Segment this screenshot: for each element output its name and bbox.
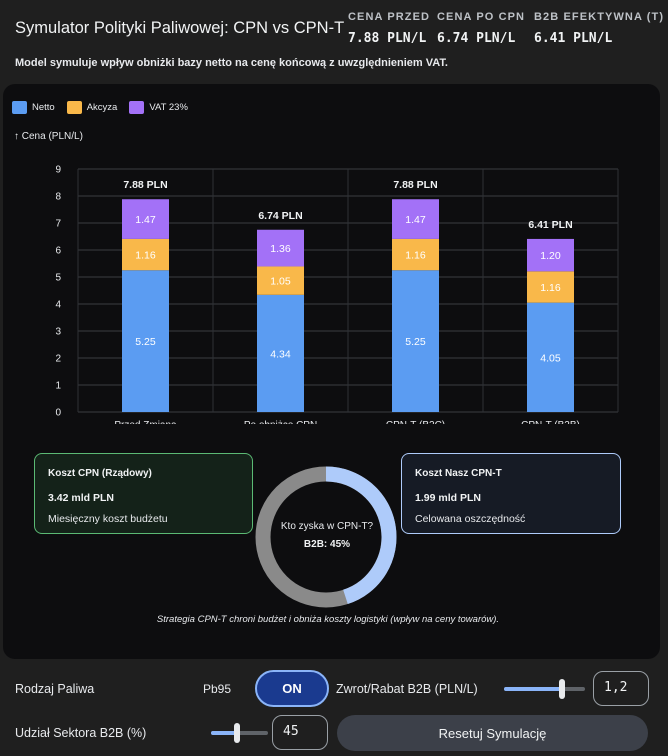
card-cpnt-cost: Koszt Nasz CPN-T 1.99 mld PLN Celowana o… bbox=[401, 453, 621, 534]
bar-total-label: 6.41 PLN bbox=[528, 219, 572, 231]
bar-segment bbox=[257, 266, 304, 295]
card-description: Celowana oszczędność bbox=[415, 513, 526, 525]
legend-label: Akcyza bbox=[86, 102, 118, 113]
bar-segment-label: 1.16 bbox=[135, 250, 156, 262]
bar-segment-label: 1.47 bbox=[405, 214, 426, 226]
y-tick-label: 3 bbox=[55, 327, 61, 338]
bar-segment-label: 4.05 bbox=[540, 352, 561, 364]
page-subtitle: Model symuluje wpływ obniżki bazy netto … bbox=[15, 57, 448, 69]
donut-question: Kto zyska w CPN-T? bbox=[280, 521, 374, 532]
x-tick-label: Po obniżce CPN bbox=[244, 420, 317, 431]
bar-total-label: 6.74 PLN bbox=[258, 210, 302, 222]
fuel-type-label: Rodzaj Paliwa bbox=[15, 682, 95, 696]
bar-segment bbox=[392, 238, 439, 271]
bar-segment bbox=[392, 199, 439, 239]
bar-segment bbox=[122, 238, 169, 271]
legend-swatch bbox=[66, 101, 82, 114]
bar-segment-label: 1.36 bbox=[270, 243, 291, 255]
bar-segment bbox=[527, 271, 574, 303]
stat-price-before: CENA PRZED 7.88 PLN/L bbox=[348, 11, 430, 46]
fuel-option-label: Pb95 bbox=[203, 682, 232, 696]
stat-value: 6.41 PLN/L bbox=[534, 31, 613, 46]
y-axis-title: ↑ Cena (PLN/L) bbox=[14, 131, 83, 142]
strategy-note: Strategia CPN-T chroni budżet i obniża k… bbox=[156, 614, 500, 625]
stat-label: B2B EFEKTYWNA (T) bbox=[534, 11, 665, 23]
bar-segment-label: 1.20 bbox=[540, 250, 561, 262]
y-tick-label: 9 bbox=[55, 165, 61, 176]
chart-panel: Netto Akcyza VAT 23% ↑ Cena (PLN/L) 0 1 2 3… bbox=[3, 84, 660, 659]
bar-segment bbox=[527, 302, 574, 412]
stat-label: CENA PRZED bbox=[348, 11, 431, 23]
y-tick-label: 8 bbox=[55, 192, 61, 203]
slider-thumb[interactable] bbox=[233, 723, 240, 743]
bar-segment bbox=[257, 229, 304, 267]
stat-price-after-cpn: CENA PO CPN 6.74 PLN/L bbox=[437, 11, 525, 46]
bar-segment-label: 4.34 bbox=[270, 348, 291, 360]
page-title: Symulator Polityki Paliwowej: CPN vs CPN… bbox=[15, 19, 345, 37]
slider-fill bbox=[504, 687, 563, 691]
bar-segment-label: 1.16 bbox=[405, 250, 426, 262]
chart-legend: Netto Akcyza VAT 23% bbox=[12, 101, 188, 114]
bar-segment-label: 5.25 bbox=[135, 336, 156, 348]
legend-label: VAT 23% bbox=[149, 102, 188, 113]
card-value: 1.99 mld PLN bbox=[415, 492, 481, 504]
bar-segment-label: 1.47 bbox=[135, 214, 156, 226]
bar-segment bbox=[257, 294, 304, 412]
legend-item-akcyza: Akcyza bbox=[66, 101, 118, 114]
y-tick-label: 5 bbox=[55, 273, 61, 284]
rebate-slider[interactable] bbox=[504, 679, 585, 699]
y-tick-label: 2 bbox=[55, 354, 61, 365]
x-tick-label: CPN-T (B2B) bbox=[521, 420, 580, 431]
legend-item-netto: Netto bbox=[12, 101, 55, 114]
legend-item-vat: VAT 23% bbox=[129, 101, 188, 114]
card-description: Miesięczny koszt budżetu bbox=[48, 513, 168, 525]
donut-value: B2B: 45% bbox=[303, 539, 351, 550]
card-title: Koszt Nasz CPN-T bbox=[415, 468, 502, 479]
y-tick-label: 4 bbox=[55, 300, 61, 311]
y-tick-label: 0 bbox=[55, 408, 61, 419]
rebate-input[interactable]: 1,2 bbox=[593, 671, 649, 706]
stat-label: CENA PO CPN bbox=[437, 11, 526, 23]
legend-swatch bbox=[12, 101, 27, 114]
plot-area: 0 1 2 3 4 5 6 7 8 9 5.25 1.16 1.47 7.88 PLN Przed Zmia… bbox=[55, 165, 619, 431]
x-tick-label: CPN-T (B2C) bbox=[386, 420, 445, 431]
y-tick-label: 1 bbox=[55, 381, 61, 392]
y-tick-label: 6 bbox=[55, 246, 61, 257]
bar-segment bbox=[527, 238, 574, 272]
card-cpn-cost: Koszt CPN (Rządowy) 3.42 mld PLN Miesięc… bbox=[34, 453, 253, 534]
bar-segment-label: 1.05 bbox=[270, 276, 291, 288]
b2b-share-input[interactable]: 45 bbox=[272, 715, 328, 750]
stat-value: 6.74 PLN/L bbox=[437, 31, 516, 46]
stat-b2b-effective: B2B EFEKTYWNA (T) 6.41 PLN/L bbox=[534, 11, 664, 46]
fuel-toggle[interactable]: ON bbox=[255, 670, 329, 707]
slider-thumb[interactable] bbox=[559, 679, 566, 699]
reset-simulation-button[interactable]: Resetuj Symulację bbox=[337, 715, 648, 751]
bar-segment-label: 1.16 bbox=[540, 282, 561, 294]
bar-total-label: 7.88 PLN bbox=[393, 179, 437, 191]
b2b-share-slider[interactable] bbox=[211, 723, 268, 743]
bar-segment bbox=[122, 199, 169, 239]
bar-segment bbox=[122, 270, 169, 412]
y-tick-label: 7 bbox=[55, 219, 61, 230]
stat-value: 7.88 PLN/L bbox=[348, 31, 427, 46]
bar-segment-label: 5.25 bbox=[405, 336, 426, 348]
donut-b2b-segment bbox=[325, 466, 397, 605]
x-tick-label: Przed Zmianą bbox=[114, 420, 177, 431]
bar-total-label: 7.88 PLN bbox=[123, 179, 167, 191]
legend-swatch bbox=[129, 101, 145, 114]
slider-fill bbox=[211, 731, 237, 735]
rebate-label: Zwrot/Rabat B2B (PLN/L) bbox=[336, 682, 478, 696]
bar-segment bbox=[392, 270, 439, 412]
b2b-share-label: Udział Sektora B2B (%) bbox=[15, 726, 147, 740]
card-title: Koszt CPN (Rządowy) bbox=[48, 468, 152, 479]
legend-label: Netto bbox=[32, 102, 55, 113]
card-value: 3.42 mld PLN bbox=[48, 492, 114, 504]
stacked-bar-chart: 0 1 2 3 4 5 6 7 8 9 5.25 1.16 1.47 7.88 PLN Przed Zmia… bbox=[55, 165, 619, 608]
